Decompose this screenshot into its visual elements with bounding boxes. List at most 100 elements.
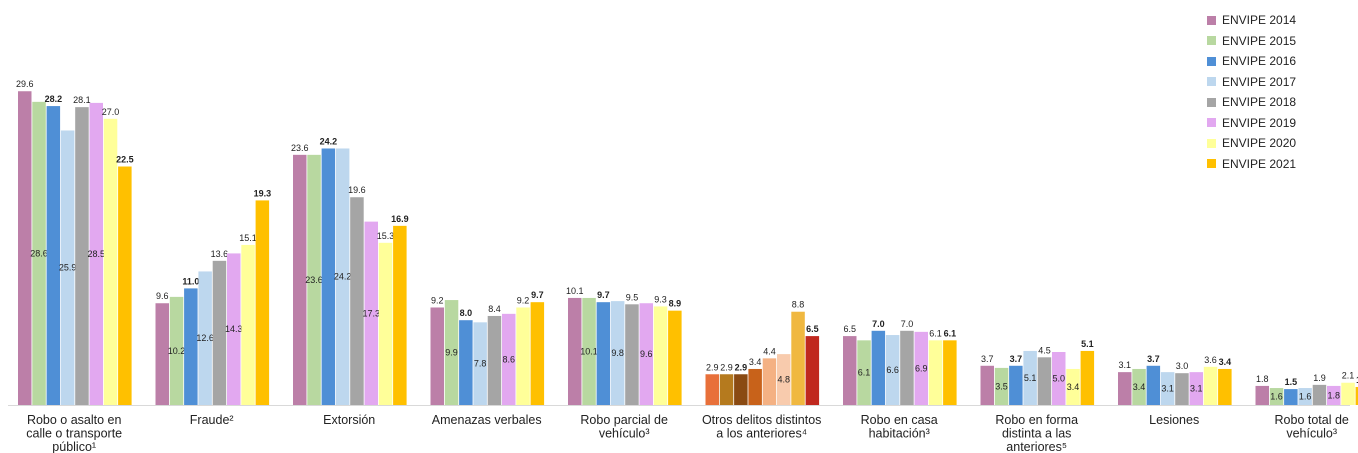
data-label: 8.4 (488, 304, 501, 314)
data-label: 3.5 (995, 381, 1008, 391)
legend-item: ENVIPE 2017 (1207, 72, 1296, 93)
chart-legend: ENVIPE 2014 ENVIPE 2015 ENVIPE 2016 ENVIPE … (1207, 10, 1296, 174)
data-label: 17.3 (362, 308, 380, 318)
data-label: 28.2 (45, 94, 63, 104)
data-label: 3.4 (1219, 357, 1232, 367)
data-label: 6.1 (929, 328, 942, 338)
data-label: 1.6 (1270, 392, 1283, 402)
legend-item: ENVIPE 2014 (1207, 10, 1296, 31)
data-label: 28.6 (30, 248, 48, 258)
legend-label: ENVIPE 2015 (1222, 33, 1297, 48)
bar (914, 331, 928, 405)
bar (393, 225, 407, 405)
bar (1023, 350, 1037, 405)
data-label: 13.6 (211, 249, 229, 259)
data-label: 1.8 (1256, 374, 1269, 384)
data-label: 6.9 (915, 363, 928, 373)
category-label: Robo o asalto en calle o transporte públic… (26, 413, 122, 453)
bar (734, 374, 748, 405)
data-label: 7.8 (474, 359, 487, 369)
data-label: 25.9 (59, 263, 77, 273)
data-label: 10.2 (168, 346, 186, 356)
legend-swatch (1207, 36, 1216, 46)
bar (75, 107, 89, 405)
data-label: 1.5 (1285, 377, 1298, 387)
data-label: 9.9 (445, 348, 458, 358)
bar (943, 340, 957, 405)
data-label: 19.3 (254, 188, 272, 198)
bar (857, 340, 871, 405)
bar (668, 310, 682, 405)
category-label: Robo parcial de vehículo³ (580, 413, 668, 441)
bar (1327, 385, 1341, 405)
bar (1341, 382, 1355, 405)
bar (885, 335, 900, 405)
data-label: 8.6 (502, 354, 515, 364)
bar (871, 330, 886, 405)
data-label: 4.4 (763, 346, 776, 356)
bar (1118, 372, 1132, 405)
bar (653, 306, 668, 405)
bar (335, 148, 350, 406)
data-label: 3.7 (1010, 354, 1023, 364)
data-label: 14.3 (225, 324, 243, 334)
legend-swatch (1207, 118, 1216, 128)
bar (212, 260, 227, 405)
bar (1132, 368, 1146, 405)
data-label: 9.6 (640, 349, 653, 359)
data-label: 24.2 (320, 136, 338, 146)
bar (198, 271, 212, 405)
bar (430, 307, 444, 405)
data-label: 9.7 (597, 290, 610, 300)
bar (530, 302, 545, 405)
bar (1269, 388, 1284, 405)
category-label: Robo en casa habitación³ (861, 413, 938, 441)
data-label: 3.7 (1147, 354, 1160, 364)
bar (1312, 384, 1327, 405)
data-label: 6.1 (944, 328, 957, 338)
legend-item: ENVIPE 2015 (1207, 31, 1296, 52)
data-label: 3.6 (1204, 355, 1217, 365)
bar (610, 301, 625, 405)
bar (473, 322, 487, 405)
data-label: 3.1 (1190, 384, 1203, 394)
bar (459, 320, 473, 405)
data-label: 4.5 (1038, 345, 1051, 355)
legend-swatch (1207, 15, 1216, 25)
data-label: 2.9 (706, 362, 719, 372)
bar (1009, 365, 1023, 405)
bar (994, 367, 1009, 405)
data-label: 15.1 (239, 233, 257, 243)
bar (502, 313, 516, 405)
bar (719, 374, 734, 405)
data-label: 5.0 (1052, 374, 1065, 384)
bar (1080, 350, 1095, 405)
bar (625, 304, 639, 405)
data-label: 3.4 (1133, 382, 1146, 392)
legend-item: ENVIPE 2021 (1207, 154, 1296, 175)
data-label: 19.6 (348, 185, 366, 195)
data-label: 3.1 (1118, 360, 1131, 370)
bar (1146, 365, 1161, 405)
data-label: 16.9 (391, 214, 409, 224)
category-label: Robo total de vehículo³ (1275, 413, 1349, 441)
bar (32, 101, 46, 405)
bar (568, 297, 582, 405)
bar (378, 242, 393, 405)
category-label: Extorsión (323, 413, 375, 427)
bar (1218, 368, 1232, 405)
legend-label: ENVIPE 2014 (1222, 13, 1297, 28)
bar (241, 244, 255, 405)
data-label: 6.5 (806, 324, 819, 334)
bar (1160, 372, 1175, 405)
data-label: 9.8 (611, 348, 624, 358)
legend-item: ENVIPE 2019 (1207, 113, 1296, 134)
category-label: Fraude² (190, 413, 234, 427)
data-label: 8.8 (792, 300, 805, 310)
bar (516, 307, 530, 405)
legend-label: ENVIPE 2020 (1222, 136, 1297, 151)
data-label: 11.0 (182, 276, 199, 286)
data-label: 10.1 (566, 286, 584, 296)
data-label: 9.2 (431, 295, 444, 305)
